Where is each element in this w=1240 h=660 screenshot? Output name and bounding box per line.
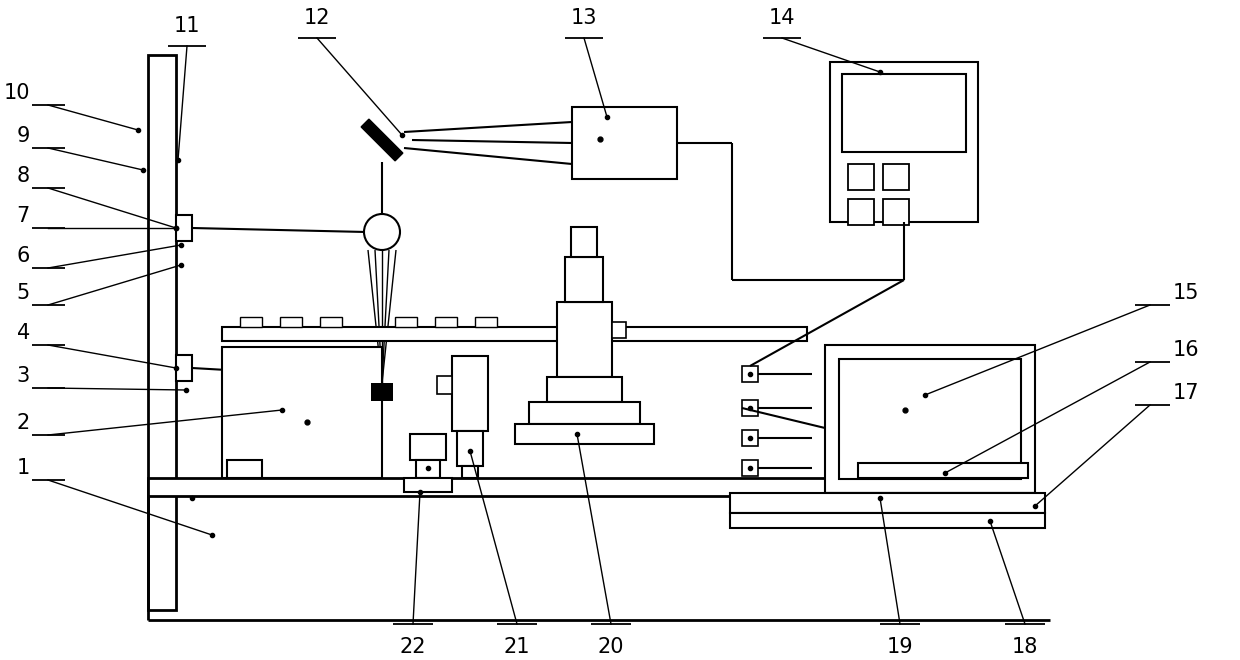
Bar xyxy=(830,62,978,222)
Circle shape xyxy=(365,214,401,250)
Bar xyxy=(222,347,382,478)
Bar xyxy=(730,493,1045,513)
Bar xyxy=(742,430,758,446)
Bar xyxy=(825,493,1035,519)
Bar xyxy=(825,345,1035,493)
Bar xyxy=(883,164,909,190)
Text: 3: 3 xyxy=(17,366,30,386)
Bar xyxy=(742,400,758,416)
Text: 5: 5 xyxy=(17,283,30,303)
Text: 21: 21 xyxy=(503,637,531,657)
Polygon shape xyxy=(361,119,403,161)
Bar xyxy=(241,317,262,327)
Bar xyxy=(396,317,417,327)
Bar xyxy=(453,356,489,431)
Bar xyxy=(280,317,303,327)
Text: 14: 14 xyxy=(769,8,795,28)
Text: 8: 8 xyxy=(17,166,30,186)
Bar xyxy=(557,302,613,377)
Bar xyxy=(839,359,1021,479)
Bar xyxy=(458,431,484,466)
Text: 13: 13 xyxy=(570,8,598,28)
Text: 17: 17 xyxy=(1173,383,1199,403)
Text: 1: 1 xyxy=(17,458,30,478)
Text: 2: 2 xyxy=(17,413,30,433)
Bar xyxy=(547,377,622,402)
Text: 15: 15 xyxy=(1173,283,1199,303)
Bar xyxy=(148,478,858,496)
Bar xyxy=(463,466,477,478)
Bar xyxy=(320,317,342,327)
Bar xyxy=(570,227,596,257)
Bar xyxy=(730,513,1045,528)
Bar xyxy=(848,199,874,225)
Bar xyxy=(227,460,262,478)
Bar xyxy=(742,366,758,382)
Bar xyxy=(475,317,497,327)
Text: 19: 19 xyxy=(887,637,914,657)
Bar xyxy=(565,257,603,302)
Bar xyxy=(371,383,393,401)
Text: 4: 4 xyxy=(17,323,30,343)
Text: 16: 16 xyxy=(1173,340,1199,360)
Bar xyxy=(222,327,807,341)
Text: 22: 22 xyxy=(399,637,427,657)
Bar xyxy=(613,322,626,338)
Bar xyxy=(176,355,192,381)
Text: 9: 9 xyxy=(16,126,30,146)
Text: 18: 18 xyxy=(1012,637,1038,657)
Text: 6: 6 xyxy=(16,246,30,266)
Text: 7: 7 xyxy=(17,206,30,226)
Text: 10: 10 xyxy=(4,83,30,103)
Bar xyxy=(848,164,874,190)
Bar xyxy=(842,74,966,152)
Bar xyxy=(515,424,653,444)
Bar xyxy=(435,317,458,327)
Text: 11: 11 xyxy=(174,16,200,36)
Bar xyxy=(436,376,453,394)
Bar xyxy=(410,434,446,460)
Bar xyxy=(742,460,758,476)
Text: 12: 12 xyxy=(304,8,330,28)
Bar xyxy=(404,478,453,492)
Bar xyxy=(176,215,192,241)
Bar xyxy=(858,463,1028,478)
Text: 20: 20 xyxy=(598,637,624,657)
Bar xyxy=(529,402,640,424)
Bar xyxy=(415,460,440,478)
Bar xyxy=(883,199,909,225)
Bar xyxy=(148,55,176,610)
Bar xyxy=(572,107,677,179)
